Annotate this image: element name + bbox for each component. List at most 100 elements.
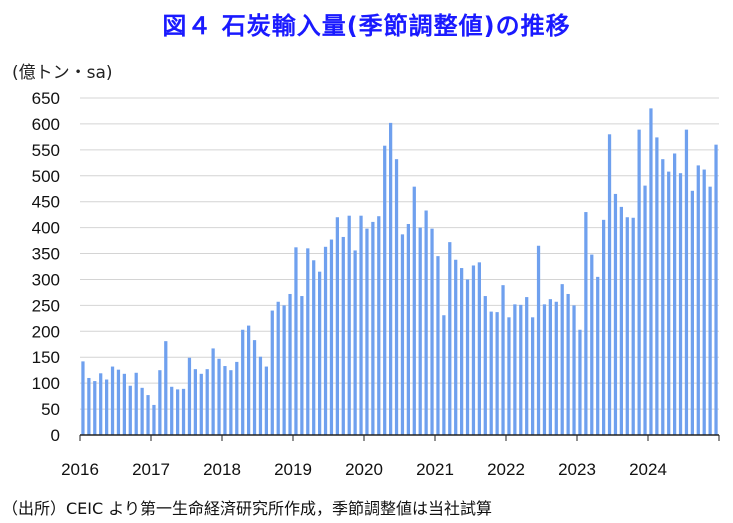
- bar: [205, 369, 209, 435]
- chart-title: 図４ 石炭輸入量(季節調整値)の推移: [162, 12, 571, 40]
- bar: [465, 279, 470, 435]
- x-tick-label: 2017: [132, 460, 170, 479]
- bar: [619, 206, 623, 435]
- bar: [560, 284, 564, 435]
- y-axis-unit-label: (億トン・sa): [12, 63, 113, 83]
- bar: [548, 299, 552, 435]
- bar: [318, 271, 322, 435]
- bar: [477, 262, 481, 435]
- bar: [176, 389, 180, 435]
- bar: [170, 386, 174, 435]
- bar: [223, 366, 227, 435]
- bar: [507, 317, 511, 435]
- y-tick-label: 500: [32, 167, 60, 186]
- bar: [110, 366, 115, 435]
- bar: [105, 379, 109, 435]
- bar: [329, 239, 334, 435]
- bar: [193, 369, 197, 435]
- y-tick-label: 600: [32, 115, 60, 134]
- bar: [158, 370, 162, 435]
- bar: [578, 329, 582, 435]
- bar: [229, 370, 233, 435]
- bar: [584, 212, 588, 435]
- bar: [673, 153, 677, 436]
- bar: [607, 134, 612, 436]
- bar: [282, 305, 286, 435]
- bar: [199, 373, 203, 435]
- y-tick-label: 650: [32, 89, 60, 108]
- bar: [258, 356, 263, 435]
- bar: [495, 312, 499, 435]
- bar: [241, 329, 245, 435]
- axes: [79, 434, 720, 441]
- y-tick-label: 200: [32, 322, 60, 341]
- bar: [661, 159, 665, 435]
- bar: [714, 144, 718, 435]
- bar: [347, 215, 351, 435]
- bar: [247, 325, 251, 435]
- bar: [140, 387, 144, 435]
- bar: [412, 186, 416, 435]
- bar: [708, 186, 712, 435]
- x-tick-labels: 2016 2017 2018 2019 2020 2021 2022 2023 2024: [61, 460, 667, 479]
- bar: [365, 228, 369, 435]
- bar: [702, 169, 706, 436]
- bar: [460, 268, 464, 435]
- bar: [181, 388, 186, 435]
- bar: [87, 377, 91, 435]
- bar: [536, 245, 541, 435]
- bar: [134, 372, 138, 435]
- y-tick-label: 50: [41, 400, 60, 419]
- bar: [294, 247, 298, 435]
- x-tick-label: 2020: [345, 460, 383, 479]
- bar: [655, 137, 659, 435]
- bar: [252, 340, 257, 435]
- bar: [418, 227, 422, 435]
- x-tick-label: 2018: [203, 460, 241, 479]
- bar: [684, 129, 689, 435]
- bar: [471, 265, 476, 435]
- bar: [389, 122, 393, 435]
- bar: [542, 304, 547, 435]
- bar: [377, 216, 381, 435]
- bar: [519, 304, 523, 435]
- bar: [637, 129, 641, 435]
- bar: [93, 381, 97, 435]
- y-tick-labels: 0 50 100 150 200 250 300 350 400 450 500 550 600 650: [32, 89, 60, 445]
- bar: [690, 190, 694, 435]
- x-tick-label: 2021: [416, 460, 454, 479]
- bar: [164, 341, 168, 435]
- bar: [146, 395, 150, 435]
- bar: [383, 145, 387, 435]
- bar: [152, 404, 156, 435]
- bar: [270, 310, 274, 435]
- bar: [430, 228, 434, 435]
- y-tick-label: 0: [51, 426, 60, 445]
- bar: [442, 315, 446, 435]
- bar: [264, 366, 268, 435]
- bar: [211, 348, 215, 435]
- bar: [643, 185, 647, 435]
- bar: [489, 311, 493, 435]
- y-tick-label: 250: [32, 296, 60, 315]
- bar: [187, 357, 192, 435]
- bar: [406, 223, 410, 435]
- bar: [649, 108, 653, 436]
- bar: [371, 221, 375, 435]
- bar: [590, 254, 594, 435]
- bar: [554, 301, 558, 435]
- bar: [359, 215, 363, 435]
- bar: [128, 385, 132, 435]
- bar: [312, 260, 316, 435]
- bar: [625, 217, 629, 435]
- x-tick-label: 2022: [487, 460, 525, 479]
- bar: [81, 361, 85, 435]
- x-tick-label: 2019: [274, 460, 312, 479]
- bar: [596, 276, 600, 435]
- bar: [424, 210, 428, 435]
- bar: [448, 242, 452, 435]
- bar: [300, 296, 304, 435]
- y-tick-label: 150: [32, 348, 60, 367]
- bar-series: [81, 108, 718, 436]
